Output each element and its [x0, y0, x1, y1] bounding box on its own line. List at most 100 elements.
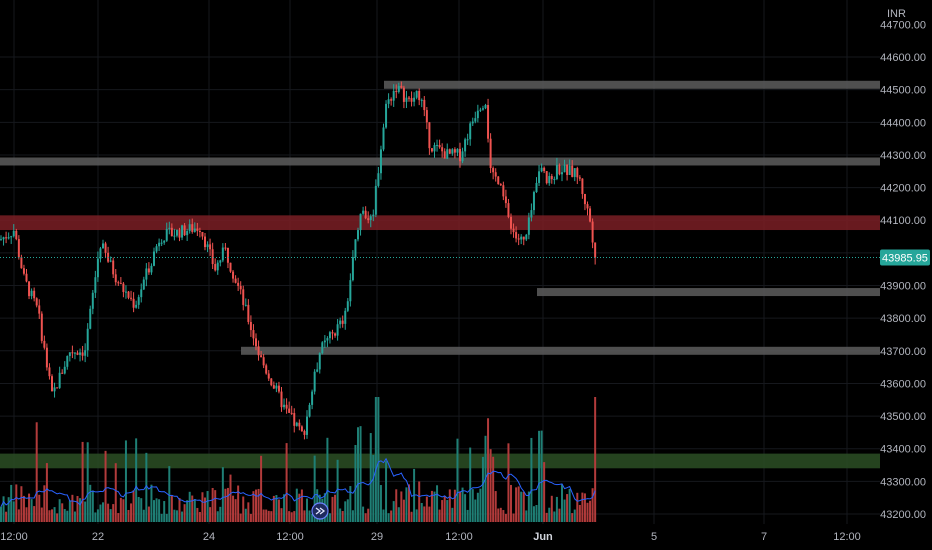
navigation-icon[interactable]: [311, 502, 329, 520]
candle-body: [425, 110, 428, 123]
price-axis-tick-label: 44200.00: [880, 183, 926, 195]
candle-body: [359, 213, 362, 231]
candle-body: [466, 139, 469, 141]
volume-bar: [79, 498, 82, 522]
volume-bar: [369, 433, 372, 522]
candle-body: [326, 338, 329, 341]
candle-body: [553, 179, 556, 181]
candle-body: [504, 196, 507, 204]
volume-bar: [385, 461, 388, 522]
candle-body: [191, 224, 194, 232]
volume-bar: [359, 426, 362, 522]
candle-body: [170, 227, 173, 237]
candle-body: [341, 320, 344, 324]
volume-bar: [288, 511, 291, 522]
volume-bar: [379, 485, 382, 522]
volume-bar: [242, 496, 245, 522]
volume-bar: [122, 499, 125, 522]
candle-body: [188, 224, 191, 232]
candle-body: [538, 171, 541, 183]
volume-bar: [56, 513, 59, 522]
volume-bar: [295, 488, 298, 522]
candle-body: [43, 340, 46, 348]
candle-body: [145, 268, 148, 280]
volume-bar: [446, 500, 449, 522]
volume-bar: [402, 499, 405, 522]
candle-body: [40, 313, 43, 341]
red-zone-band[interactable]: [0, 215, 880, 231]
candle-body: [99, 248, 102, 259]
support-level-line[interactable]: [537, 288, 880, 297]
price-axis-tick-label: 43400.00: [880, 444, 926, 456]
volume-bar: [555, 496, 558, 522]
volume-bar: [456, 438, 459, 522]
volume-bar: [158, 499, 161, 522]
volume-bar: [165, 513, 168, 522]
volume-bar: [163, 501, 166, 522]
volume-bar: [201, 492, 204, 522]
candle-body: [382, 127, 385, 150]
candle-body: [71, 352, 74, 354]
candle-body: [354, 239, 357, 258]
volume-bar: [420, 502, 423, 522]
volume-bar: [543, 462, 546, 522]
candle-body: [446, 149, 449, 159]
resistance-level-line[interactable]: [384, 80, 880, 89]
volume-bar: [561, 484, 563, 522]
candle-body: [357, 230, 359, 240]
volume-bar: [397, 507, 400, 522]
volume-bar: [326, 437, 329, 522]
volume-bar: [216, 511, 219, 522]
volume-bar: [22, 495, 25, 522]
volume-bar: [306, 498, 308, 522]
volume-bar: [443, 496, 446, 522]
candle-body: [127, 291, 130, 298]
candle-body: [410, 98, 413, 102]
candle-body: [395, 91, 398, 93]
volume-bar: [183, 504, 186, 522]
volume-bar: [504, 513, 507, 522]
volume-bar: [155, 498, 158, 522]
candle-body: [209, 244, 212, 250]
candle-body: [571, 165, 574, 177]
volume-bar: [341, 511, 344, 522]
volume-bar: [553, 511, 556, 522]
support-level-line[interactable]: [241, 346, 880, 355]
candle-body: [102, 243, 104, 249]
candle-body: [578, 177, 581, 179]
volume-bar: [517, 486, 520, 522]
resistance-level-line[interactable]: [0, 157, 880, 166]
volume-bar: [489, 449, 492, 522]
volume-bar: [367, 508, 370, 522]
volume-bar: [390, 510, 393, 522]
candle-body: [242, 289, 245, 305]
candle-body: [313, 371, 316, 392]
candle-body: [461, 151, 464, 162]
volume-bar: [262, 509, 265, 522]
green-zone-band[interactable]: [0, 453, 880, 469]
price-axis[interactable]: 43200.00 43300.00 43400.00 43500.00 43600.00…: [880, 19, 926, 521]
candle-body: [576, 168, 579, 178]
volume-bar: [372, 455, 375, 522]
candle-body: [35, 298, 38, 306]
volume-bar: [583, 493, 586, 522]
candle-body: [63, 366, 66, 374]
candle-body: [181, 225, 184, 238]
volume-bar: [448, 489, 451, 522]
volume-bar: [405, 487, 408, 522]
candle-body: [280, 391, 283, 408]
candle-body: [591, 221, 594, 243]
candle-body: [321, 342, 324, 354]
volume-bar: [198, 511, 201, 522]
time-axis[interactable]: 12:00 22 24 12:00 29 12:00 Jun 5 7 12:00: [0, 531, 861, 543]
candle-body: [555, 164, 558, 180]
candle-body: [45, 347, 48, 368]
candle-body: [17, 239, 20, 258]
price-axis-tick-label: 44300.00: [880, 150, 926, 162]
candle-body: [5, 237, 8, 239]
price-axis-tick-label: 44400.00: [880, 117, 926, 129]
candle-body: [438, 144, 441, 148]
candle-body: [545, 171, 548, 184]
volume-bar: [224, 488, 227, 522]
